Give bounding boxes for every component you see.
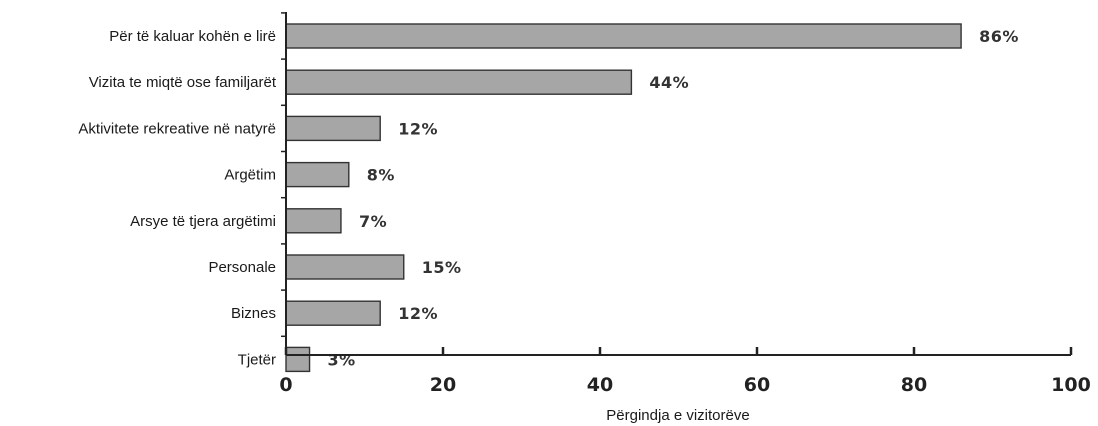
data-label: 7% [359,212,387,231]
category-label: Personale [208,259,276,276]
x-tick-label: 100 [1051,374,1091,396]
category-label: Argëtim [224,167,276,184]
x-tick-label: 20 [430,374,456,396]
category-label: Tjetër [238,351,276,368]
bars-layer: Për të kaluar kohën e lirë 86% Vizita te m… [78,23,1019,373]
x-tick-label: 0 [279,374,292,396]
bar [285,23,962,49]
category-label: Arsye të tjera argëtimi [130,213,276,230]
bar [285,69,633,95]
data-label: 3% [328,350,356,369]
category-label: Vizita te miqtë ose familjarët [89,74,277,91]
bar [285,346,311,373]
x-tick-label: 80 [901,374,927,396]
x-axis-title: Përgindja e vizitorëve [606,407,749,424]
data-label: 86% [979,27,1019,46]
category-label: Për të kaluar kohën e lirë [109,28,276,45]
data-label: 8% [367,166,395,185]
bar [285,208,342,234]
data-label: 12% [398,304,438,323]
x-tick-label: 40 [587,374,613,396]
bar [285,161,350,188]
data-label: 44% [649,73,689,92]
bar [285,115,381,142]
bar [285,254,405,280]
x-tick-label: 60 [744,374,770,396]
bar [285,300,381,326]
axis-layer: 0 20 40 60 80 100 [279,12,1091,396]
data-label: 15% [422,258,462,277]
category-label: Aktivitete rekreative në natyrë [78,120,276,137]
data-label: 12% [398,119,438,138]
category-label: Biznes [231,305,276,322]
